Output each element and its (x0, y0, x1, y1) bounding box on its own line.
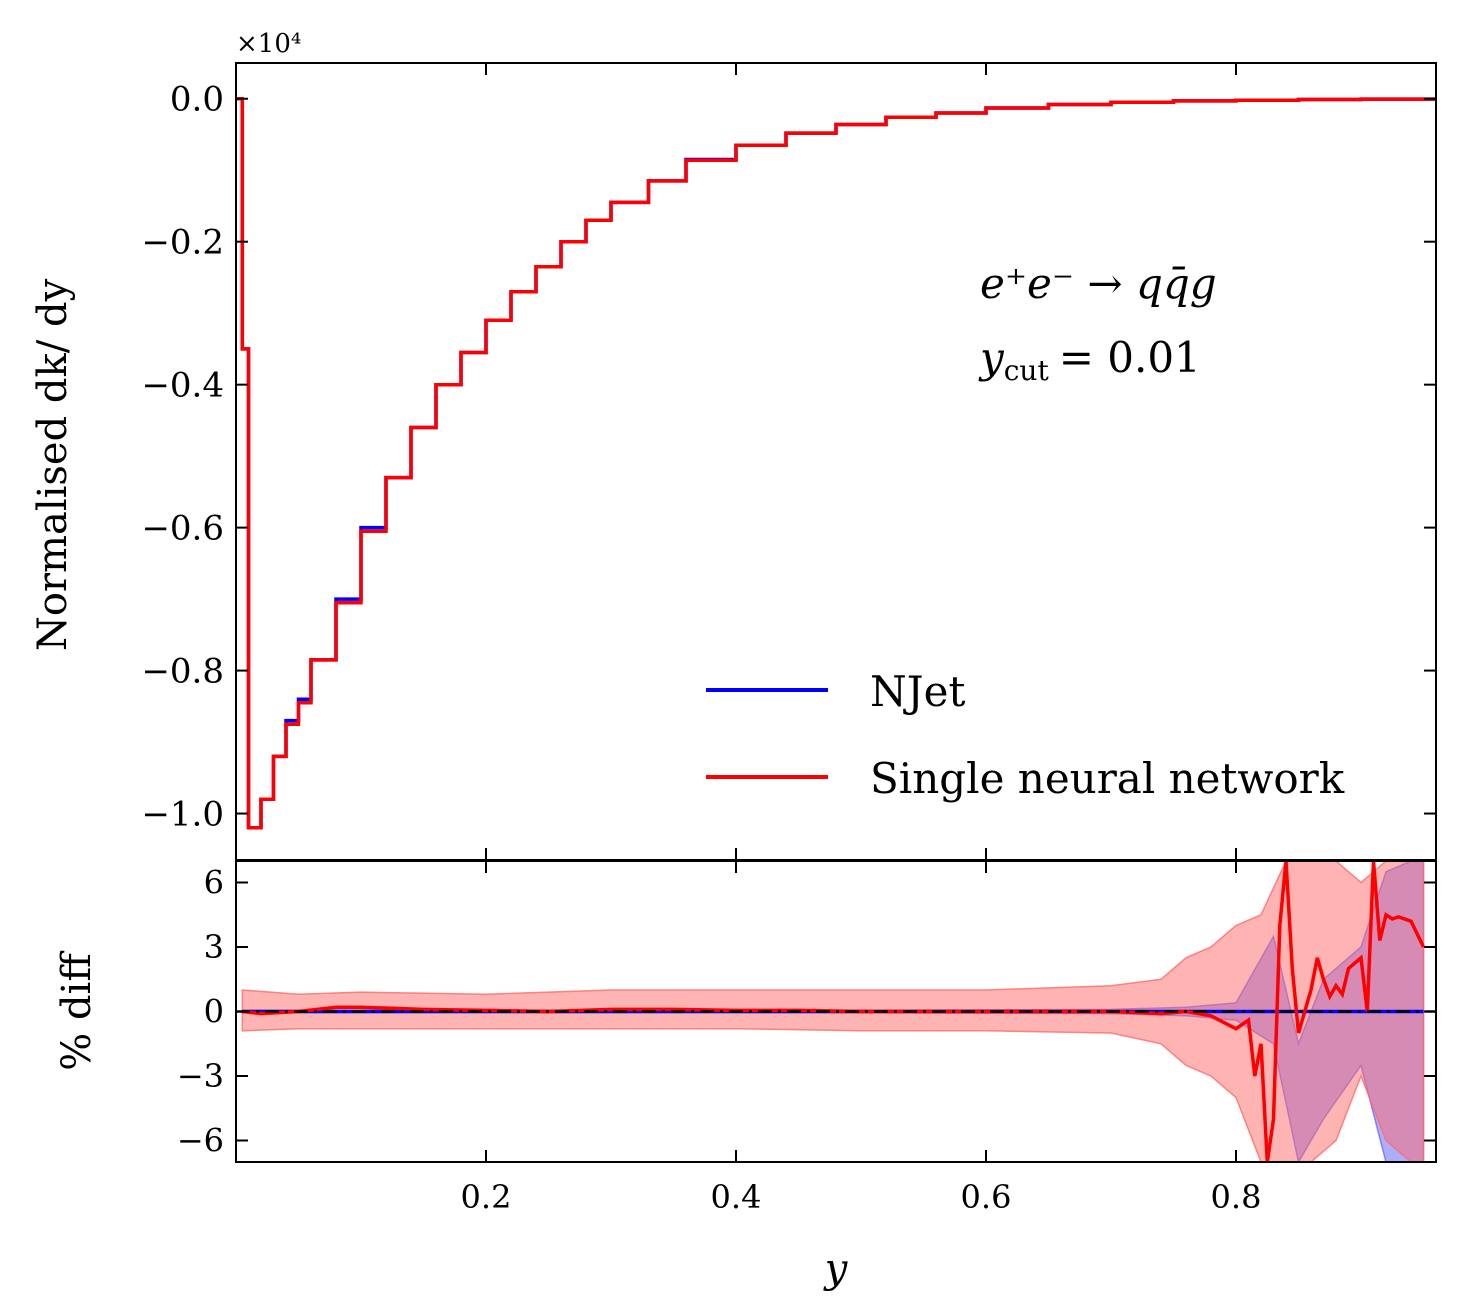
legend: NJet Single neural network (706, 667, 1345, 803)
main-axes-frame (235, 62, 1437, 861)
ratio-axes-frame (235, 860, 1437, 1163)
cut-label: ycut = 0.01 (978, 333, 1201, 387)
ratio-xtick-label: 0.4 (711, 1178, 762, 1216)
annotation: e⁺e⁻ → qq̄g ycut = 0.01 (978, 259, 1217, 387)
main-ytick-label: −0.6 (141, 509, 224, 549)
cut-value: = 0.01 (1059, 333, 1201, 382)
main-panel: 0.0 −0.2 −0.4 −0.6 −0.8 −1.0 ×10⁴ Normalised … (30, 29, 1437, 861)
main-ytick-label: −0.8 (141, 652, 224, 692)
legend-label-njet: NJet (870, 667, 965, 716)
y-axis-label: Normalised dk/ dy (30, 278, 76, 651)
ratio-ytick-label: −3 (177, 1057, 224, 1095)
ratio-xtick-label: 0.8 (1211, 1178, 1262, 1216)
ratio-ytick-label: 0 (204, 993, 224, 1031)
process-label: e⁺e⁻ → qq̄g (980, 259, 1217, 308)
ratio-xtick-label: 0.6 (961, 1178, 1012, 1216)
scale-label: ×10⁴ (236, 29, 301, 59)
main-ytick-label: −0.2 (141, 223, 224, 263)
ratio-ytick-label: 3 (204, 928, 224, 966)
legend-label-nn: Single neural network (870, 754, 1345, 803)
cut-var: y (978, 333, 1005, 382)
main-series-njet-line (236, 96, 1436, 830)
ratio-xtick-label: 0.2 (461, 1178, 512, 1216)
ratio-y-axis-label: % diff (54, 951, 100, 1071)
ratio-series-nn-line (242, 861, 1426, 1162)
cut-sub: cut (1004, 354, 1050, 387)
main-ytick-label: −1.0 (141, 795, 224, 835)
main-series-nn-line (236, 96, 1436, 830)
main-ytick-label: −0.4 (141, 366, 224, 406)
ratio-panel: 6 3 0 −3 −6 0.2 0.4 0.6 0.8 % diff y (54, 860, 1437, 1292)
ratio-ytick-label: −6 (177, 1122, 224, 1160)
x-axis-label: y (823, 1246, 849, 1292)
ratio-ytick-label: 6 (204, 864, 224, 902)
main-ytick-label: 0.0 (170, 80, 224, 120)
